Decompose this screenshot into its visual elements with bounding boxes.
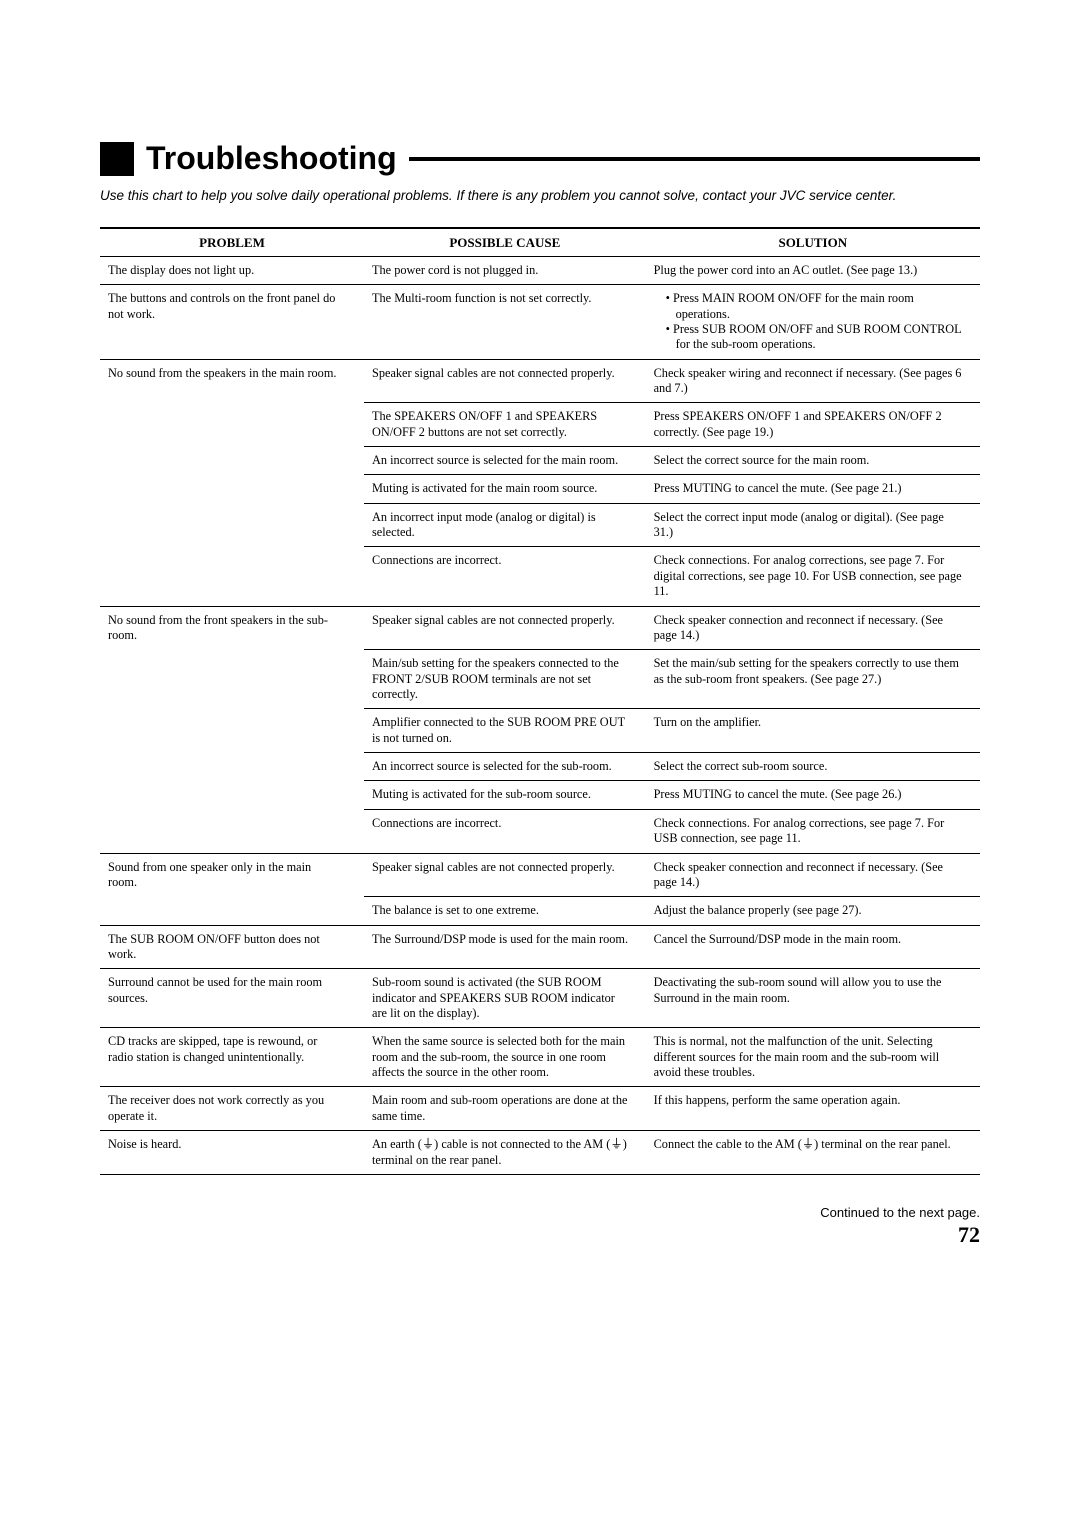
solution-cell: Adjust the balance properly (see page 27… xyxy=(646,897,980,925)
cause-cell: Speaker signal cables are not connected … xyxy=(364,853,646,897)
solution-cell: Plug the power cord into an AC outlet. (… xyxy=(646,256,980,284)
solution-cell: Press MAIN ROOM ON/OFF for the main room… xyxy=(646,285,980,359)
cause-cell: Main/sub setting for the speakers connec… xyxy=(364,650,646,709)
solution-cell: Deactivating the sub-room sound will all… xyxy=(646,969,980,1028)
solution-cell: Check connections. For analog correction… xyxy=(646,547,980,606)
solution-cell: Check connections. For analog correction… xyxy=(646,809,980,853)
table-row: Noise is heard.An earth (⏚) cable is not… xyxy=(100,1131,980,1175)
problem-cell: The display does not light up. xyxy=(100,256,364,284)
problem-cell: No sound from the front speakers in the … xyxy=(100,606,364,853)
solution-cell: Press MUTING to cancel the mute. (See pa… xyxy=(646,475,980,503)
problem-cell: CD tracks are skipped, tape is rewound, … xyxy=(100,1028,364,1087)
problem-cell: Sound from one speaker only in the main … xyxy=(100,853,364,925)
table-row: CD tracks are skipped, tape is rewound, … xyxy=(100,1028,980,1087)
solution-cell: Check speaker connection and reconnect i… xyxy=(646,853,980,897)
cause-cell: An incorrect source is selected for the … xyxy=(364,753,646,781)
page-number: 72 xyxy=(100,1222,980,1248)
cause-cell: The power cord is not plugged in. xyxy=(364,256,646,284)
cause-cell: Amplifier connected to the SUB ROOM PRE … xyxy=(364,709,646,753)
problem-cell: No sound from the speakers in the main r… xyxy=(100,359,364,606)
cause-cell: An incorrect source is selected for the … xyxy=(364,447,646,475)
solution-cell: Cancel the Surround/DSP mode in the main… xyxy=(646,925,980,969)
cause-cell: Muting is activated for the main room so… xyxy=(364,475,646,503)
problem-cell: The receiver does not work correctly as … xyxy=(100,1087,364,1131)
title-black-box xyxy=(100,142,134,176)
cause-cell: An earth (⏚) cable is not connected to t… xyxy=(364,1131,646,1175)
solution-cell: Select the correct sub-room source. xyxy=(646,753,980,781)
cause-cell: Connections are incorrect. xyxy=(364,547,646,606)
col-header-problem: PROBLEM xyxy=(100,228,364,257)
cause-cell: Speaker signal cables are not connected … xyxy=(364,606,646,650)
solution-cell: Set the main/sub setting for the speaker… xyxy=(646,650,980,709)
col-header-cause: POSSIBLE CAUSE xyxy=(364,228,646,257)
list-item: Press SUB ROOM ON/OFF and SUB ROOM CONTR… xyxy=(676,322,964,353)
section-heading: Troubleshooting xyxy=(100,140,980,177)
solution-cell: Press MUTING to cancel the mute. (See pa… xyxy=(646,781,980,809)
solution-cell: If this happens, perform the same operat… xyxy=(646,1087,980,1131)
solution-cell: Check speaker wiring and reconnect if ne… xyxy=(646,359,980,403)
table-row: The display does not light up.The power … xyxy=(100,256,980,284)
cause-cell: Speaker signal cables are not connected … xyxy=(364,359,646,403)
problem-cell: Surround cannot be used for the main roo… xyxy=(100,969,364,1028)
table-row: Sound from one speaker only in the main … xyxy=(100,853,980,897)
cause-cell: The SPEAKERS ON/OFF 1 and SPEAKERS ON/OF… xyxy=(364,403,646,447)
solution-cell: Select the correct input mode (analog or… xyxy=(646,503,980,547)
cause-cell: Main room and sub-room operations are do… xyxy=(364,1087,646,1131)
troubleshooting-table: PROBLEM POSSIBLE CAUSE SOLUTION The disp… xyxy=(100,227,980,1175)
footer-continued: Continued to the next page. xyxy=(100,1205,980,1220)
cause-cell: The balance is set to one extreme. xyxy=(364,897,646,925)
solution-cell: Press SPEAKERS ON/OFF 1 and SPEAKERS ON/… xyxy=(646,403,980,447)
table-row: Surround cannot be used for the main roo… xyxy=(100,969,980,1028)
cause-cell: Muting is activated for the sub-room sou… xyxy=(364,781,646,809)
problem-cell: The SUB ROOM ON/OFF button does not work… xyxy=(100,925,364,969)
solution-cell: Select the correct source for the main r… xyxy=(646,447,980,475)
intro-paragraph: Use this chart to help you solve daily o… xyxy=(100,187,980,205)
title-rule xyxy=(409,157,980,161)
problem-cell: Noise is heard. xyxy=(100,1131,364,1175)
cause-cell: Connections are incorrect. xyxy=(364,809,646,853)
solution-cell: Connect the cable to the AM (⏚) terminal… xyxy=(646,1131,980,1175)
table-row: The SUB ROOM ON/OFF button does not work… xyxy=(100,925,980,969)
list-item: Press MAIN ROOM ON/OFF for the main room… xyxy=(676,291,964,322)
table-row: The receiver does not work correctly as … xyxy=(100,1087,980,1131)
cause-cell: The Surround/DSP mode is used for the ma… xyxy=(364,925,646,969)
col-header-solution: SOLUTION xyxy=(646,228,980,257)
solution-cell: This is normal, not the malfunction of t… xyxy=(646,1028,980,1087)
table-row: The buttons and controls on the front pa… xyxy=(100,285,980,359)
title-text: Troubleshooting xyxy=(146,140,397,177)
cause-cell: An incorrect input mode (analog or digit… xyxy=(364,503,646,547)
problem-cell: The buttons and controls on the front pa… xyxy=(100,285,364,359)
table-row: No sound from the speakers in the main r… xyxy=(100,359,980,403)
table-row: No sound from the front speakers in the … xyxy=(100,606,980,650)
cause-cell: The Multi-room function is not set corre… xyxy=(364,285,646,359)
solution-cell: Check speaker connection and reconnect i… xyxy=(646,606,980,650)
solution-cell: Turn on the amplifier. xyxy=(646,709,980,753)
cause-cell: When the same source is selected both fo… xyxy=(364,1028,646,1087)
cause-cell: Sub-room sound is activated (the SUB ROO… xyxy=(364,969,646,1028)
